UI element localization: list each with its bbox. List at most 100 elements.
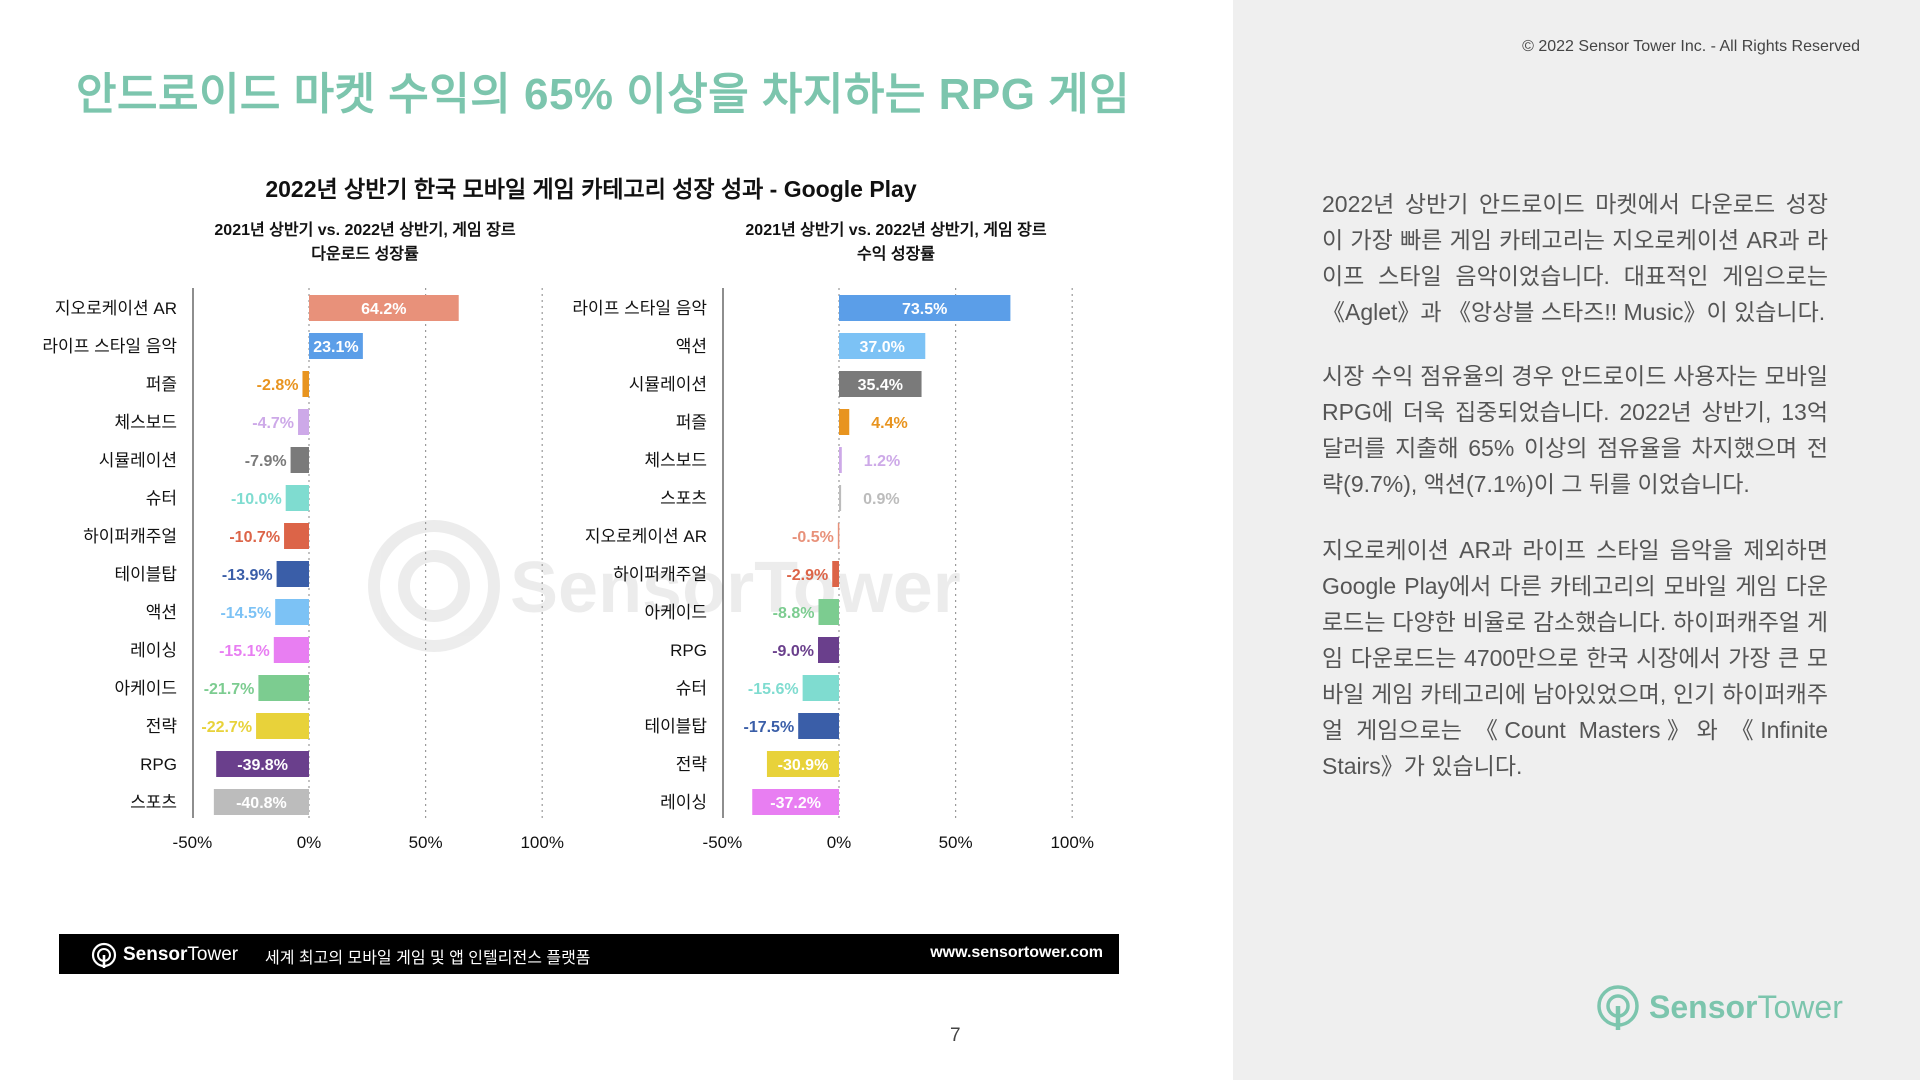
download-value-label: -4.7% [252, 415, 294, 432]
footer-logo: SensorTower [91, 942, 238, 968]
download-chart-subtitle-line2: 다운로드 성장률 [311, 246, 419, 263]
download-value-label: -7.9% [245, 453, 287, 470]
revenue-chart-subtitle-line1: 2021년 상반기 vs. 2022년 상반기, 게임 장르 [745, 222, 1047, 239]
page-title: 안드로이드 마켓 수익의 65% 이상을 차지하는 RPG 게임 [76, 70, 1131, 119]
download-tick-label: 0% [297, 833, 322, 852]
brand-logo-light: Tower [1757, 988, 1843, 1025]
revenue-bar [839, 409, 850, 435]
download-value-label: -14.5% [220, 605, 271, 622]
revenue-tick-label: 100% [1050, 833, 1093, 852]
revenue-bar [839, 371, 922, 397]
download-bar [273, 637, 309, 663]
revenue-tick-label: 0% [827, 833, 852, 852]
revenue-value-label: 73.5% [902, 301, 947, 318]
revenue-value-label: -0.5% [792, 529, 834, 546]
revenue-value-label: -37.2% [770, 795, 821, 812]
revenue-value-label: 0.9% [863, 491, 899, 508]
revenue-category-label: 시뮬레이션 [629, 375, 707, 394]
revenue-value-label: -2.9% [786, 567, 828, 584]
download-category-label: 스포츠 [130, 793, 177, 812]
download-bar [284, 523, 309, 549]
download-category-label: 퍼즐 [146, 375, 177, 394]
revenue-value-label: 37.0% [859, 339, 904, 356]
revenue-tick-label: -50% [703, 833, 743, 852]
revenue-value-label: -17.5% [743, 719, 794, 736]
footer-logo-bold: Sensor [123, 944, 188, 965]
page-number: 7 [950, 1025, 961, 1046]
download-value-label: -22.7% [201, 719, 252, 736]
revenue-category-label: 스포츠 [660, 489, 707, 508]
revenue-category-label: 지오로케이션 AR [585, 527, 707, 546]
revenue-category-label: 아케이드 [644, 603, 707, 622]
brand-logo: SensorTower [1595, 984, 1843, 1030]
revenue-tick-label: 50% [939, 833, 973, 852]
revenue-bar [837, 523, 840, 549]
revenue-bar [818, 599, 839, 625]
revenue-category-label: 퍼즐 [676, 413, 707, 432]
sensor-tower-logo-icon [1597, 985, 1639, 1030]
revenue-category-label: 테이블탑 [644, 717, 707, 736]
download-value-label: -2.8% [257, 377, 299, 394]
revenue-bar [798, 713, 839, 739]
download-value-label: -39.8% [237, 757, 288, 774]
revenue-chart-subtitle-line2: 수익 성장률 [856, 246, 936, 263]
revenue-category-label: 하이퍼캐주얼 [613, 565, 707, 584]
revenue-value-label: -8.8% [773, 605, 815, 622]
summary-paragraph-3: 지오로케이션 AR과 라이프 스타일 음악을 제외하면 Google Play에… [1322, 537, 1828, 779]
revenue-value-label: 35.4% [858, 377, 903, 394]
revenue-bar [766, 751, 839, 777]
revenue-bar [839, 447, 842, 473]
download-value-label: 64.2% [361, 301, 406, 318]
summary-paragraph-1: 2022년 상반기 안드로이드 마켓에서 다운로드 성장이 가장 빠른 게임 카… [1322, 191, 1828, 325]
download-bar [298, 409, 309, 435]
revenue-bar [802, 675, 839, 701]
revenue-bar [839, 485, 842, 511]
download-value-label: 23.1% [313, 339, 358, 356]
download-category-label: 레이싱 [130, 641, 177, 660]
revenue-bar [839, 333, 926, 359]
download-value-label: -10.7% [229, 529, 280, 546]
download-bar [309, 295, 459, 321]
revenue-value-label: -30.9% [778, 757, 829, 774]
download-bar [309, 333, 363, 359]
revenue-value-label: -15.6% [748, 681, 799, 698]
watermark-icon-outer [368, 520, 500, 652]
download-bar [285, 485, 309, 511]
watermark-text: SensorTower [510, 548, 961, 628]
download-category-label: 테이블탑 [114, 565, 177, 584]
revenue-bar [839, 295, 1011, 321]
footer-tagline: 세계 최고의 모바일 게임 및 앱 인텔리전스 플랫폼 [265, 950, 591, 967]
revenue-value-label: 4.4% [871, 415, 907, 432]
brand-logo-bold: Sensor [1649, 988, 1758, 1025]
download-bar [276, 561, 309, 587]
download-value-label: -10.0% [231, 491, 282, 508]
download-category-label: 지오로케이션 AR [55, 299, 177, 318]
footer-url[interactable]: www.sensortower.com [930, 944, 1103, 961]
download-value-label: -40.8% [236, 795, 287, 812]
revenue-category-label: 액션 [676, 337, 707, 356]
download-bar [290, 447, 309, 473]
watermark: SensorTower [368, 520, 961, 652]
revenue-category-label: RPG [670, 641, 707, 660]
sensor-tower-icon [91, 942, 117, 968]
download-value-label: -15.1% [219, 643, 270, 660]
download-bar [275, 599, 309, 625]
revenue-value-label: -9.0% [772, 643, 814, 660]
download-category-label: 아케이드 [114, 679, 177, 698]
download-bar [256, 713, 309, 739]
revenue-category-label: 라이프 스타일 음악 [572, 299, 707, 318]
download-chart-subtitle-line1: 2021년 상반기 vs. 2022년 상반기, 게임 장르 [214, 222, 516, 239]
chart-title: 2022년 상반기 한국 모바일 게임 카테고리 성장 성과 - Google … [265, 176, 917, 202]
download-category-label: 체스보드 [114, 413, 177, 432]
copyright: © 2022 Sensor Tower Inc. - All Rights Re… [1522, 38, 1860, 55]
download-category-label: 액션 [146, 603, 177, 622]
summary-paragraph-2: 시장 수익 점유율의 경우 안드로이드 사용자는 모바일 RPG에 더욱 집중되… [1322, 363, 1828, 497]
brand-logo-text: SensorTower [1649, 989, 1843, 1026]
revenue-category-label: 슈터 [676, 679, 707, 698]
download-tick-label: -50% [173, 833, 213, 852]
revenue-bar [818, 637, 839, 663]
footer-bar: SensorTower 세계 최고의 모바일 게임 및 앱 인텔리전스 플랫폼 … [59, 934, 1119, 974]
revenue-category-label: 체스보드 [644, 451, 707, 470]
watermark-icon-inner [398, 550, 470, 622]
download-category-label: 하이퍼캐주얼 [83, 527, 177, 546]
